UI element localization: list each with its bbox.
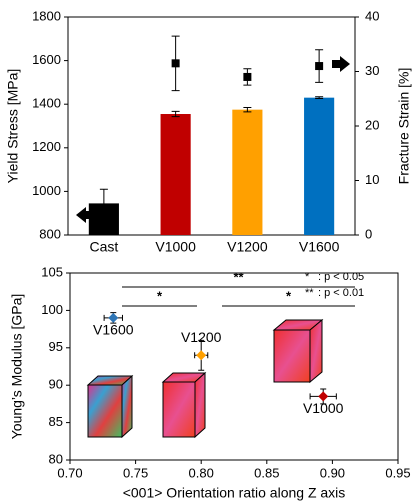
y2-tick-label: 40 — [365, 8, 379, 23]
point-label: V1000 — [303, 400, 344, 416]
figure: 800 1000 1200 1400 1600 1800 0 10 20 30 40 Yield St… — [0, 0, 417, 504]
x-tick-label: V1200 — [227, 239, 268, 255]
y-tick-label: 90 — [49, 377, 63, 392]
y2-tick-label: 20 — [365, 117, 379, 132]
y-tick-label: 100 — [41, 302, 63, 317]
x-tick-label: 0.85 — [254, 465, 279, 480]
x-tick-label: 0.70 — [57, 465, 82, 480]
y2-tick-label: 30 — [365, 63, 379, 78]
significance-mark: * — [157, 288, 163, 303]
x-tick-label: 0.90 — [320, 465, 345, 480]
point — [243, 73, 251, 81]
bar — [232, 110, 262, 235]
y-tick-label: 105 — [41, 264, 63, 279]
legend-mark: ** — [305, 287, 314, 299]
point — [196, 350, 206, 360]
x-tick-label: V1600 — [299, 239, 340, 255]
legend-text: : p < 0.01 — [318, 287, 364, 299]
point — [315, 62, 323, 70]
y-tick-label: 80 — [49, 451, 63, 466]
y-axis-label: Yield Stress [MPa] — [5, 69, 21, 184]
x-tick-label: 0.95 — [385, 465, 410, 480]
y-tick-label: 85 — [49, 414, 63, 429]
y-tick-label: 1400 — [32, 96, 61, 111]
y-tick-label: 95 — [49, 339, 63, 354]
x-tick-label: V1000 — [155, 239, 196, 255]
legend-text: : p < 0.05 — [318, 271, 364, 283]
y2-tick-label: 10 — [365, 172, 379, 187]
y-tick-label: 1000 — [32, 183, 61, 198]
point-label: V1200 — [181, 329, 222, 345]
y-tick-label: 1600 — [32, 52, 61, 67]
significance-mark: * — [286, 288, 292, 303]
y-axis-label: Young’s Modulus [GPa] — [9, 294, 25, 440]
legend-mark: * — [305, 271, 310, 283]
x-tick-label: 0.80 — [189, 465, 214, 480]
y-tick-label: 1200 — [32, 139, 61, 154]
bar — [304, 98, 334, 235]
x-tick-label: 0.75 — [123, 465, 148, 480]
x-axis-label: <001> Orientation ratio along Z axis — [123, 485, 346, 501]
y2-axis-label: Fracture Strain [%] — [396, 68, 412, 185]
bar — [161, 114, 191, 235]
y-tick-label: 1800 — [32, 8, 61, 23]
significance-mark: ** — [233, 269, 244, 284]
y2-tick-label: 0 — [365, 226, 372, 241]
y-tick-label: 800 — [39, 226, 61, 241]
x-tick-label: Cast — [89, 239, 118, 255]
point — [172, 59, 180, 67]
point-label: V1600 — [93, 322, 134, 338]
